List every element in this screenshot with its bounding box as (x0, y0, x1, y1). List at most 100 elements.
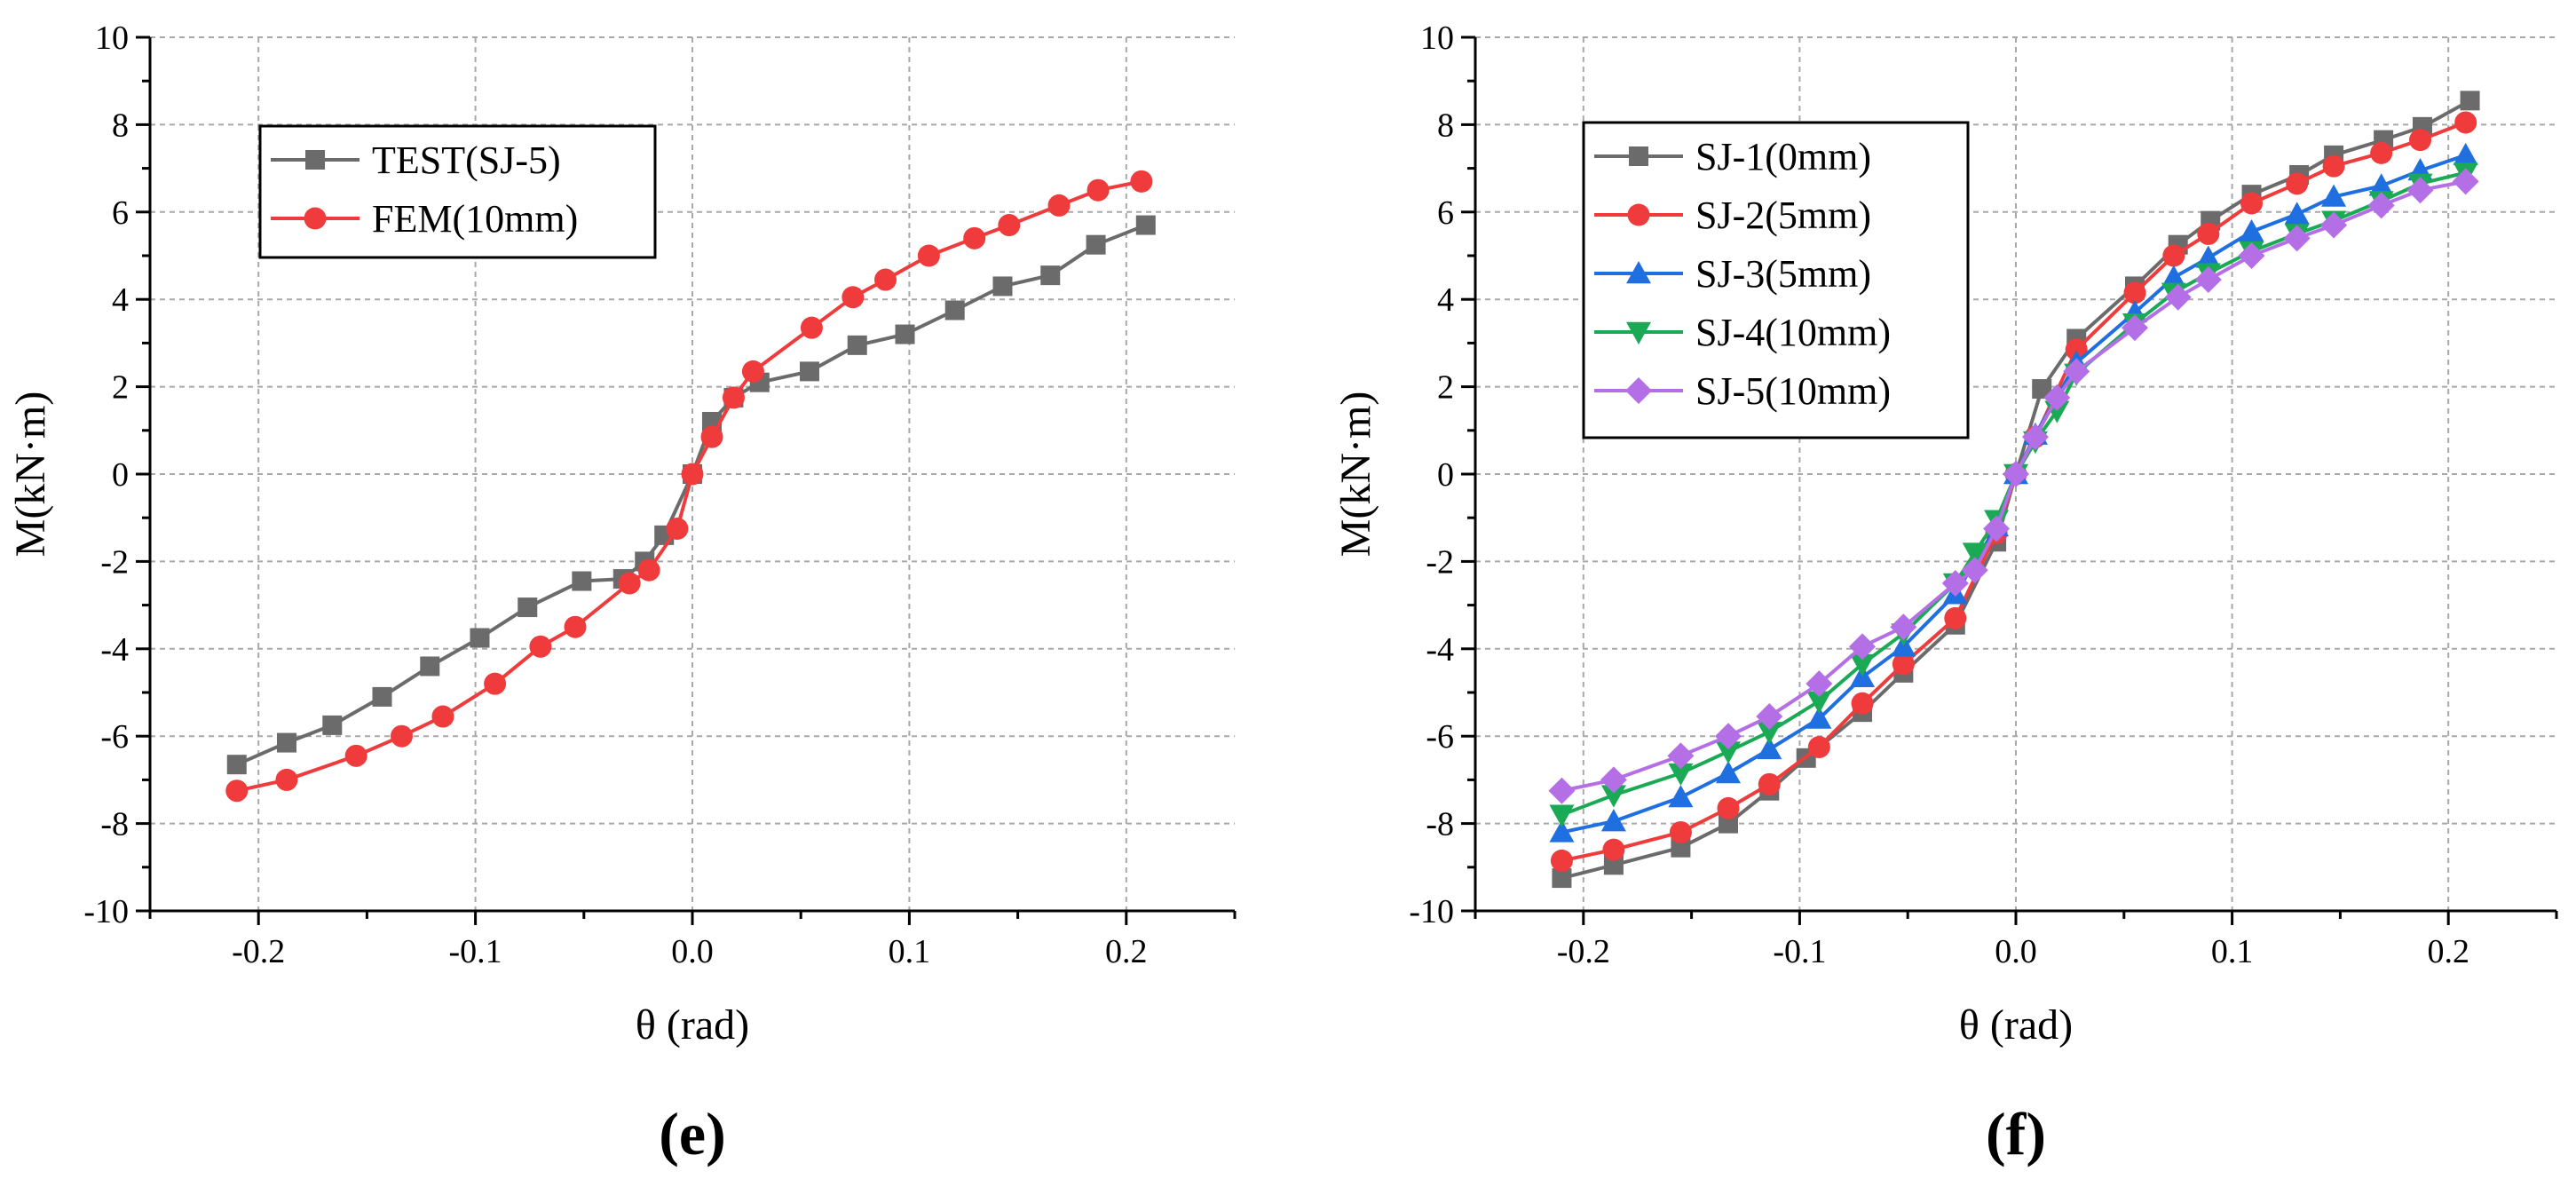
data-point (1983, 515, 2011, 542)
series-line (235, 223, 1147, 767)
y-tick-label: -2 (100, 543, 129, 581)
x-tick-label: -0.1 (449, 933, 502, 970)
legend-box (258, 124, 657, 259)
data-point (1047, 194, 1071, 217)
data-point (372, 686, 392, 707)
data-point (842, 286, 865, 309)
data-point (1806, 706, 1832, 729)
y-tick-label: -8 (1426, 806, 1454, 843)
data-point (917, 244, 940, 267)
data-point (322, 715, 343, 735)
data-point (2164, 283, 2192, 311)
y-tick-label: 8 (1437, 107, 1454, 144)
y-tick-label: 10 (1420, 20, 1454, 57)
data-point (470, 628, 490, 648)
data-point (1668, 785, 1694, 808)
data-point (895, 324, 915, 344)
panel-label: (f) (1986, 1100, 2046, 1167)
legend-label: SJ-5(10mm) (1695, 369, 1891, 413)
legend-marker (305, 150, 325, 170)
data-point (275, 768, 298, 791)
y-tick-label: -8 (100, 806, 129, 843)
data-point (666, 518, 689, 540)
y-tick-label: 0 (1437, 456, 1454, 494)
y-tick-label: -4 (100, 631, 129, 669)
data-point (2283, 225, 2311, 252)
data-point (529, 635, 552, 658)
data-point (2240, 192, 2264, 215)
panel-label: (e) (659, 1100, 725, 1167)
data-point (1040, 265, 1061, 286)
x-tick-label: -0.1 (1773, 933, 1826, 970)
y-tick-label: 4 (1437, 281, 1454, 319)
data-point (420, 656, 440, 677)
legend-label: SJ-1(0mm) (1695, 135, 1871, 178)
data-point (1757, 722, 1782, 745)
data-point (2454, 111, 2477, 134)
data-point (431, 705, 454, 728)
data-point (992, 276, 1013, 297)
legend: TEST(SJ-5) FEM(10mm) (258, 124, 657, 259)
legend-marker (1625, 377, 1652, 404)
chart-panel-1: -0.2 -0.1 0.0 0.1 0.2 -10 -8 -6 -4 -2 0 2 4 6 8 10 θ (ra… (1332, 20, 2558, 1167)
x-tick-label: 0.0 (671, 933, 714, 970)
data-point (847, 335, 867, 355)
x-tick-label: 0.1 (2211, 933, 2254, 970)
chart-panel-0: -0.2 -0.1 0.0 0.1 0.2 -10 -8 -6 -4 -2 0 2 4 6 8 10 θ (ra… (7, 20, 1237, 1167)
data-point (637, 558, 660, 582)
x-tick-label: 0.0 (1995, 933, 2037, 970)
y-axis-label: M(kN·m) (1332, 392, 1379, 558)
data-point (1668, 763, 1694, 787)
data-point (2284, 202, 2310, 225)
y-tick-label: 6 (1437, 194, 1454, 232)
data-point (572, 571, 592, 591)
data-point (484, 672, 507, 695)
legend-label: TEST(SJ-5) (372, 138, 561, 182)
data-point (722, 386, 745, 409)
data-point (2452, 168, 2479, 195)
series-2 (225, 170, 1153, 803)
y-tick-label: -6 (100, 718, 129, 756)
data-point (800, 316, 823, 339)
x-axis-label: θ (rad) (1959, 1001, 2073, 1048)
legend-marker (1629, 146, 1648, 166)
y-tick-label: 2 (112, 369, 129, 407)
data-point (1600, 785, 1626, 808)
data-point (2065, 338, 2088, 361)
data-point (391, 724, 414, 748)
data-point (2121, 314, 2148, 342)
data-point (344, 744, 367, 767)
data-point (1716, 741, 1742, 764)
data-point (1087, 178, 1110, 202)
y-tick-label: -4 (1426, 631, 1454, 669)
data-point (1602, 838, 1625, 861)
data-point (1717, 796, 1740, 819)
data-point (1849, 633, 1877, 661)
data-point (1719, 813, 1739, 834)
x-tick-label: 0.2 (1105, 933, 1148, 970)
x-tick-label: -0.2 (1557, 933, 1610, 970)
data-point (1667, 742, 1695, 770)
data-point (2063, 358, 2090, 385)
data-point (276, 732, 296, 753)
legend-label: FEM(10mm) (372, 197, 578, 241)
y-tick-label: -10 (1409, 893, 1454, 930)
data-point (1851, 692, 1874, 715)
data-point (564, 615, 587, 638)
data-point (2123, 281, 2146, 305)
data-point (2161, 265, 2186, 288)
data-point (1944, 606, 1967, 629)
data-point (998, 214, 1021, 237)
data-point (2321, 184, 2347, 207)
data-point (1669, 820, 1692, 843)
data-point (2032, 379, 2052, 400)
data-point (2406, 177, 2434, 204)
data-point (1941, 570, 1969, 597)
legend-label: SJ-4(10mm) (1695, 311, 1891, 354)
data-point (1549, 804, 1575, 827)
y-tick-label: 10 (95, 20, 129, 57)
x-axis-label: θ (rad) (636, 1001, 749, 1048)
data-point (1549, 819, 1575, 843)
data-point (799, 361, 819, 382)
data-point (944, 300, 965, 320)
